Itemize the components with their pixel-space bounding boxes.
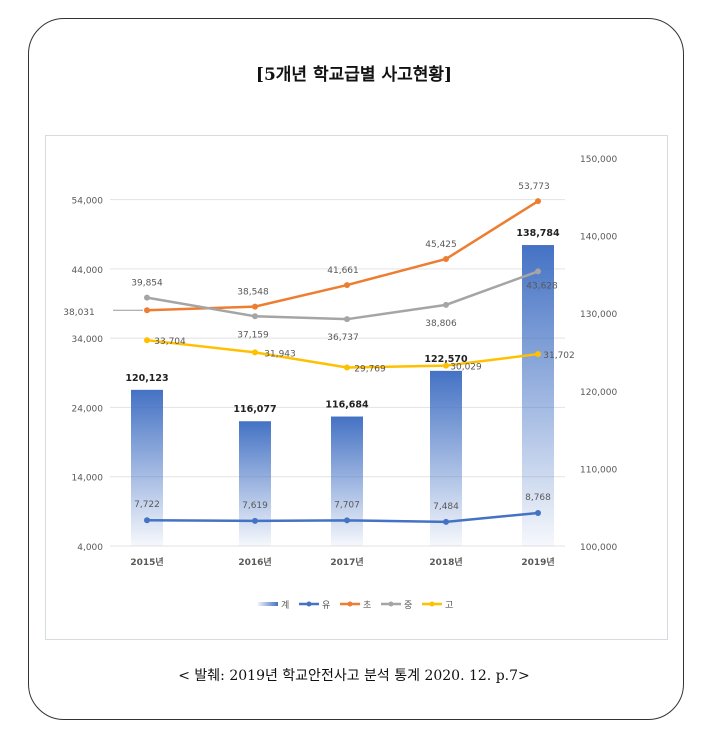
x-tick-label: 2017년 xyxy=(330,556,363,568)
data-point xyxy=(443,518,449,525)
x-tick-label: 2019년 xyxy=(521,556,554,568)
data-point xyxy=(535,351,541,358)
line-data-label: 7,619 xyxy=(242,501,268,511)
line-data-label: 39,854 xyxy=(131,279,163,289)
legend-marker xyxy=(347,601,353,607)
left-tick-label: 14,000 xyxy=(72,474,104,484)
data-point xyxy=(252,313,258,320)
legend-label: 계 xyxy=(281,599,289,611)
legend-label: 초 xyxy=(363,600,371,611)
bar-data-label: 120,123 xyxy=(125,373,168,384)
bar-data-label: 116,077 xyxy=(233,404,276,415)
source-caption: < 발췌: 2019년 학교안전사고 분석 통계 2020. 12. p.7> xyxy=(178,668,530,684)
line-data-label: 31,702 xyxy=(543,351,575,361)
line-data-label: 53,773 xyxy=(518,182,550,192)
line-data-label: 38,548 xyxy=(237,288,269,298)
data-point xyxy=(535,509,541,516)
bar xyxy=(522,245,554,546)
line-data-label: 38,806 xyxy=(425,319,457,329)
bar xyxy=(239,421,271,546)
data-point xyxy=(535,268,541,275)
data-point xyxy=(144,517,150,524)
bar-data-label: 122,570 xyxy=(424,354,468,365)
data-point xyxy=(344,364,350,371)
line-data-label: 37,159 xyxy=(237,330,269,340)
legend-label: 유 xyxy=(322,600,330,611)
line-data-label: 31,943 xyxy=(264,349,296,359)
line-data-label: 33,704 xyxy=(154,337,186,347)
left-tick-label: 54,000 xyxy=(72,197,104,207)
data-point xyxy=(344,517,350,524)
legend-marker xyxy=(429,601,435,607)
right-tick-label: 110,000 xyxy=(580,465,617,475)
left-tick-label: 34,000 xyxy=(72,335,104,345)
legend-swatch xyxy=(258,602,278,606)
right-tick-label: 140,000 xyxy=(580,233,617,243)
right-tick-label: 120,000 xyxy=(580,388,617,398)
bar-data-label: 116,684 xyxy=(325,400,369,411)
data-point xyxy=(144,294,150,301)
data-point xyxy=(252,303,258,310)
bar-data-label: 138,784 xyxy=(516,228,560,239)
data-point xyxy=(443,362,449,369)
line-data-label: 8,768 xyxy=(525,493,551,503)
legend-label: 중 xyxy=(404,600,412,611)
line-data-label: 45,425 xyxy=(425,240,457,250)
legend-label: 고 xyxy=(445,601,453,611)
line-data-label: 38,031 xyxy=(63,308,95,318)
left-tick-label: 24,000 xyxy=(72,404,104,414)
x-tick-label: 2016년 xyxy=(238,556,271,568)
line-data-label: 7,484 xyxy=(433,502,459,512)
data-point xyxy=(443,301,449,308)
data-point xyxy=(344,316,350,323)
data-point xyxy=(252,517,258,524)
chart-title: [5개년 학교급별 사고현황] xyxy=(255,65,453,85)
chart-panel xyxy=(45,135,668,640)
bar xyxy=(331,416,363,546)
line-data-label: 36,737 xyxy=(327,333,359,343)
data-point xyxy=(252,349,258,356)
line-data-label: 7,707 xyxy=(334,500,360,510)
line-data-label: 30,029 xyxy=(450,363,482,373)
left-tick-label: 4,000 xyxy=(77,543,103,553)
x-tick-label: 2018년 xyxy=(429,556,462,568)
line-data-label: 29,769 xyxy=(354,364,386,374)
outer-frame xyxy=(28,18,684,720)
line-data-label: 7,722 xyxy=(134,500,160,510)
left-tick-label: 44,000 xyxy=(72,266,104,276)
x-tick-label: 2015년 xyxy=(130,556,163,568)
data-point xyxy=(344,282,350,289)
line-series-중 xyxy=(146,270,539,321)
line-data-label: 43,628 xyxy=(526,281,558,291)
right-tick-label: 150,000 xyxy=(580,155,617,165)
line-data-label: 41,661 xyxy=(327,266,359,276)
legend-marker xyxy=(306,601,312,607)
data-point xyxy=(535,198,541,205)
right-tick-label: 130,000 xyxy=(580,310,617,320)
data-point xyxy=(144,337,150,344)
right-tick-label: 100,000 xyxy=(580,543,617,553)
data-point xyxy=(144,307,150,314)
data-point xyxy=(443,255,449,262)
bar xyxy=(430,370,462,546)
legend-marker xyxy=(388,601,394,607)
